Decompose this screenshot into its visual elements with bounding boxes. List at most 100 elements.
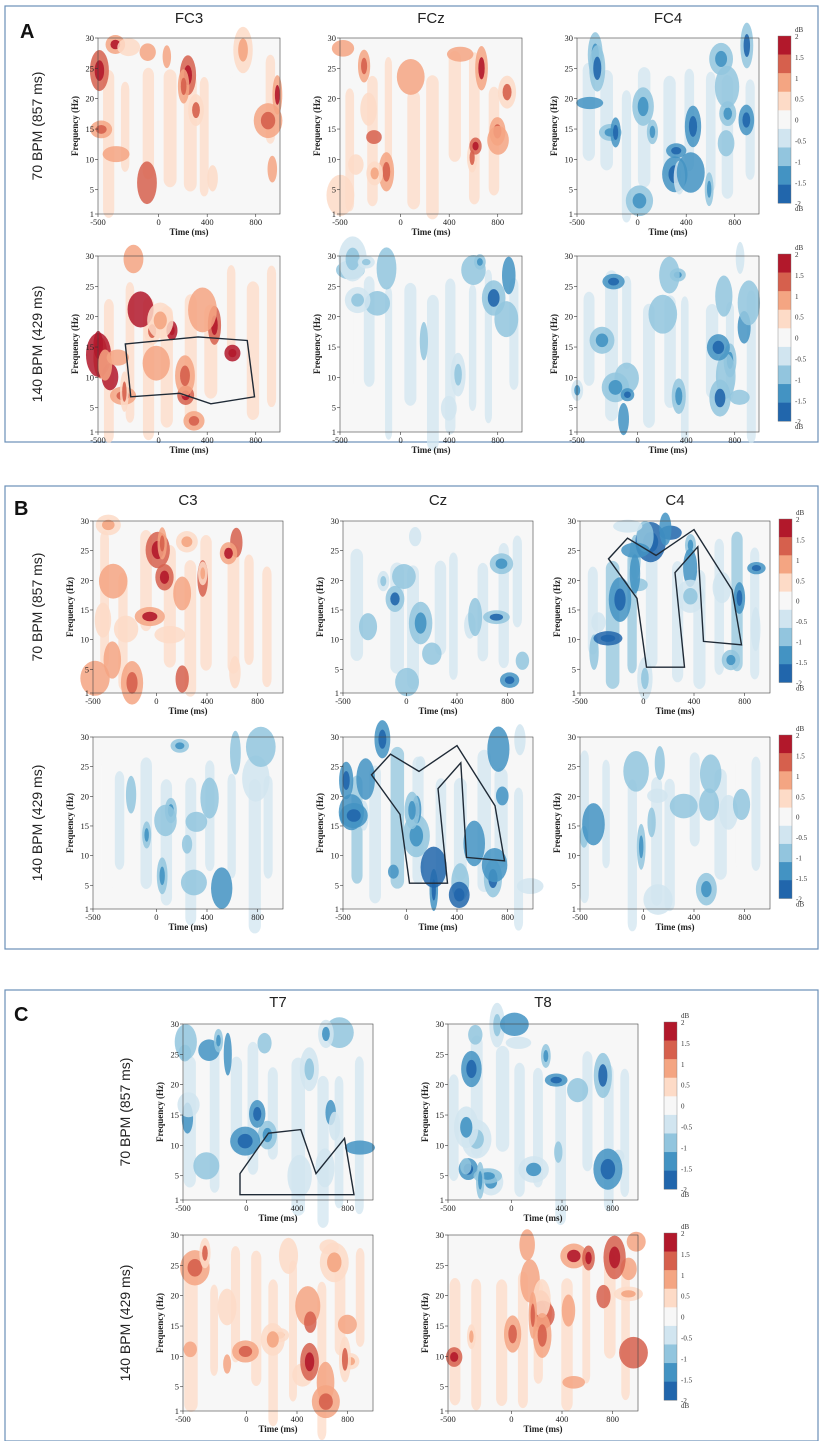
heatmap-blob-core [380, 575, 387, 587]
panel-frame [4, 989, 819, 1441]
heatmap-stripe [643, 303, 655, 428]
y-axis-label: Frequency (Hz) [155, 1082, 165, 1142]
x-axis-label: Time (ms) [655, 922, 694, 932]
heatmap-stripe [364, 566, 376, 656]
heatmap-blob [659, 256, 680, 294]
y-tick-label: 5 [175, 1382, 179, 1392]
x-tick-label: -500 [335, 912, 351, 922]
heatmap-blob [500, 1012, 529, 1036]
heatmap-blob [174, 1024, 197, 1060]
heatmap-blob [494, 301, 519, 338]
colorbar-tick-label: -0.5 [681, 1335, 693, 1343]
heatmap-blob-core [142, 611, 158, 622]
heatmap-blob-core [530, 1303, 535, 1328]
heatmap-blob-core [613, 124, 619, 140]
colorbar-tick-label: 0 [796, 598, 800, 606]
plot-frame [339, 37, 523, 215]
y-tick-label: 30 [81, 732, 90, 742]
channel-title: Cz [429, 492, 447, 509]
heatmap-stripe [199, 77, 209, 197]
heatmap-stripe [448, 50, 461, 162]
y-tick-label: 15 [565, 124, 574, 134]
heatmap-blob [127, 291, 154, 328]
y-axis-label: Frequency (Hz) [65, 793, 75, 853]
y-tick-label: 20 [86, 94, 95, 104]
plot-frame [576, 37, 760, 215]
x-tick-label: 0 [154, 912, 158, 922]
heatmap-blob-core [153, 311, 167, 330]
y-tick-label: 15 [436, 1110, 445, 1120]
x-tick-label: -500 [85, 912, 101, 922]
colorbar-tick-label: 2 [795, 251, 799, 259]
heatmap-blob-core [701, 881, 712, 898]
x-tick-label: -500 [90, 217, 106, 227]
heatmap-blob-core [675, 387, 683, 406]
panel-frame [4, 5, 819, 443]
y-tick-label: 30 [86, 33, 95, 43]
heatmap-blob-core [327, 1252, 342, 1273]
colorbar-tick-label: -2 [795, 418, 801, 426]
heatmap-blob-core [144, 828, 149, 842]
x-tick-label: 800 [341, 1414, 354, 1424]
heatmap-stripe [627, 779, 637, 932]
heatmap-blob [460, 1158, 472, 1175]
heatmap-blob-core [706, 180, 712, 198]
colorbar-frame [778, 734, 793, 899]
heatmap-blob-core [683, 587, 698, 605]
x-tick-label: -500 [569, 435, 585, 445]
heatmap-stripe [514, 787, 524, 931]
heatmap-blob [304, 1311, 317, 1333]
x-tick-label: 400 [688, 912, 701, 922]
y-axis-label: Frequency (Hz) [315, 793, 325, 853]
plot-frame [447, 1023, 639, 1201]
heatmap-blob [177, 1092, 200, 1118]
heatmap-stripe [512, 535, 522, 628]
heatmap-blob-core [493, 1013, 502, 1037]
heatmap-blob [366, 130, 382, 145]
colorbar-tick-label: -1 [795, 158, 801, 166]
x-tick-label: 0 [157, 435, 161, 445]
heatmap-stripe [496, 1279, 508, 1406]
y-tick-label: 10 [86, 372, 95, 382]
heatmap-blob [278, 1237, 299, 1274]
heatmap-blob [415, 756, 426, 772]
heatmap-stripe [226, 265, 236, 354]
y-tick-label: 25 [331, 762, 340, 772]
colorbar-tick-label: -1 [681, 1355, 687, 1363]
heatmap-blob-core [595, 333, 609, 348]
y-tick-label: 5 [572, 880, 576, 890]
colorbar-tick-label: -0.5 [796, 618, 808, 626]
heatmap-stripe [114, 771, 125, 870]
x-tick-label: -500 [175, 1203, 191, 1213]
heatmap-stripe [498, 543, 509, 669]
heatmap-blob-core [472, 141, 479, 151]
y-tick-label: 1 [175, 1406, 179, 1416]
x-axis-label: Time (ms) [523, 1424, 562, 1434]
x-tick-label: 0 [641, 912, 645, 922]
y-tick-label: 15 [171, 1110, 180, 1120]
y-tick-label: 25 [436, 1049, 445, 1059]
heatmap-blob-core [487, 289, 500, 307]
colorbar-tick-label: 0.5 [795, 96, 804, 104]
channel-title: FCz [417, 10, 445, 27]
heatmap-blob [737, 280, 761, 326]
heatmap-blob [102, 146, 130, 163]
heatmap-blob-core [712, 340, 725, 354]
heatmap-blob-core [632, 193, 647, 209]
colorbar-unit-bottom: dB [681, 1402, 690, 1410]
heatmap-blob [326, 174, 355, 216]
colorbar-unit-bottom: dB [796, 900, 805, 908]
heatmap-blob-core [585, 1251, 592, 1265]
heatmap-blob [732, 788, 751, 820]
heatmap-blob [699, 788, 720, 821]
y-tick-label: 20 [568, 791, 577, 801]
colorbar-tick-label: 0.5 [796, 577, 805, 585]
x-axis-label: Time (ms) [411, 445, 450, 455]
heatmap-blob-core [202, 1245, 208, 1261]
heatmap-blob [715, 275, 733, 317]
panel-frame [4, 485, 819, 950]
